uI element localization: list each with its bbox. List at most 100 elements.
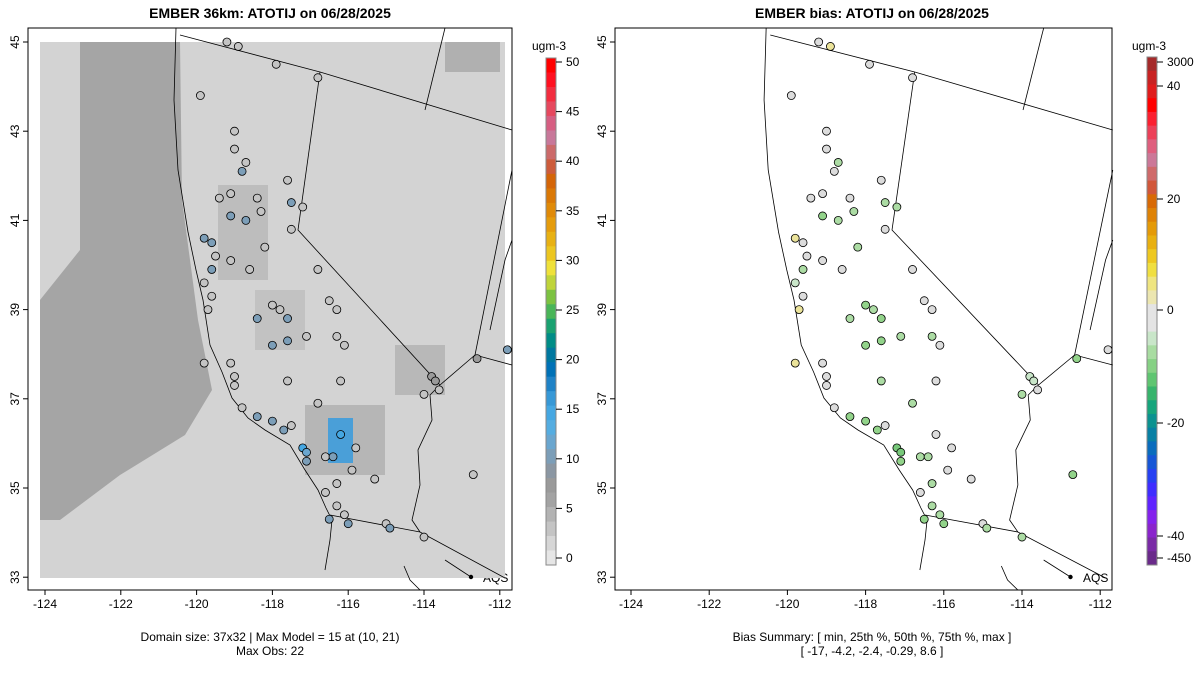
colorbar-tick-label: 5 [566, 501, 573, 515]
station-marker [199, 233, 209, 243]
station-marker [896, 447, 906, 457]
station-marker [919, 514, 929, 524]
station-marker [833, 158, 843, 167]
station-marker [419, 389, 429, 399]
x-tick-label: -116 [337, 597, 360, 611]
colorbar-tick-label: 45 [566, 105, 580, 119]
state-boundary-line [1089, 239, 1114, 331]
station-marker [226, 189, 236, 199]
colorbar-segment [1147, 510, 1157, 525]
colorbar-segment [546, 304, 556, 320]
station-marker [241, 158, 251, 167]
colorbar-tick-label: 40 [566, 154, 580, 168]
colorbar-tick-label: -20 [1167, 416, 1185, 430]
station-marker [313, 73, 323, 83]
station-marker [927, 331, 937, 341]
station-marker [822, 381, 831, 390]
station-marker [798, 291, 808, 301]
bias-summary-header: Bias Summary: [ min, 25th %, 50th %, 75t… [733, 630, 1012, 644]
colorbar-segment [1147, 413, 1157, 429]
colorbar-segment [1147, 345, 1157, 360]
station-marker [313, 265, 323, 274]
left-colorbar-frame [545, 57, 557, 566]
x-tick-label: -114 [1010, 597, 1033, 611]
station-marker [347, 465, 357, 475]
station-marker [861, 340, 870, 350]
colorbar-segment [546, 188, 556, 204]
left-panel-title: EMBER 36km: ATOTIJ on 06/28/2025 [149, 5, 391, 21]
station-marker [328, 452, 338, 462]
colorbar-segment [1147, 400, 1157, 415]
station-marker [267, 300, 277, 310]
y-tick-label: 41 [8, 213, 22, 227]
x-tick-label: -118 [261, 597, 284, 611]
station-marker [1029, 376, 1039, 386]
station-marker [947, 443, 957, 453]
x-tick-label: -122 [109, 597, 133, 611]
station-marker [275, 305, 285, 315]
colorbar-segment [546, 434, 556, 450]
colorbar-segment [546, 72, 556, 88]
station-marker [915, 452, 925, 462]
colorbar-segment [546, 260, 556, 276]
station-marker [833, 215, 843, 225]
station-marker [207, 238, 217, 248]
colorbar-segment [1147, 523, 1157, 539]
station-marker [237, 403, 247, 413]
y-tick-label: 43 [595, 124, 609, 138]
station-marker [430, 376, 440, 386]
station-marker [798, 238, 808, 248]
station-marker [370, 474, 380, 484]
station-marker [853, 242, 863, 252]
station-marker [869, 305, 878, 315]
state-boundary-line [489, 239, 513, 331]
colorbar-segment [546, 173, 556, 189]
left-caption-domain: Domain size: 37x32 | Max Model = 15 at (… [141, 630, 400, 644]
station-marker [230, 381, 239, 390]
colorbar-segment [546, 536, 556, 552]
station-marker [794, 305, 804, 315]
x-tick-label: -120 [775, 597, 799, 611]
model-grid-offshore-cells [40, 42, 212, 520]
state-boundary-line [1038, 354, 1075, 386]
colorbar-segment [1147, 304, 1157, 319]
colorbar-segment [1147, 482, 1157, 497]
station-marker [826, 42, 835, 51]
colorbar-segment [1147, 468, 1157, 484]
station-marker [845, 193, 855, 203]
colorbar-tick-label: 20 [1167, 192, 1181, 206]
x-tick-label: -122 [697, 597, 721, 611]
station-marker [790, 278, 800, 288]
station-marker [790, 233, 800, 243]
colorbar-segment [1147, 153, 1157, 168]
colorbar-segment [1147, 276, 1157, 291]
aqs-legend-leader [1043, 559, 1071, 578]
colorbar-segment [1147, 537, 1157, 552]
state-boundary-line [1074, 169, 1114, 366]
station-marker [203, 305, 213, 315]
station-marker [256, 207, 266, 216]
station-marker [919, 296, 929, 306]
station-marker [230, 372, 239, 381]
state-boundary-line [924, 514, 1106, 579]
colorbar-segment [1147, 455, 1157, 470]
y-tick-label: 45 [8, 35, 22, 49]
station-marker [931, 376, 941, 386]
station-marker [880, 198, 890, 207]
station-marker [207, 265, 217, 274]
colorbar-tick-label: 25 [566, 303, 580, 317]
colorbar-segment [1147, 70, 1157, 85]
colorbar-tick-label: 0 [1167, 303, 1174, 317]
colorbar-segment [546, 101, 556, 117]
x-tick-label: -116 [932, 597, 955, 611]
y-tick-label: 37 [595, 392, 609, 406]
station-marker [252, 412, 262, 422]
aqs-legend-dot [1068, 574, 1073, 580]
right-legend-aqs-label: AQS [1083, 571, 1108, 585]
colorbar-segment [546, 362, 556, 378]
station-marker [829, 166, 839, 176]
station-marker [982, 523, 992, 533]
station-marker [207, 291, 217, 301]
colorbar-segment [546, 144, 556, 160]
colorbar-segment [1147, 166, 1157, 182]
